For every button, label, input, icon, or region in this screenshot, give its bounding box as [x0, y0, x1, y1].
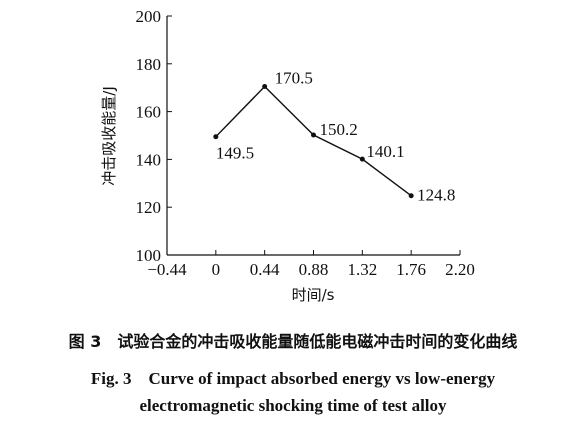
line-chart: 100 120 140 160 180 200 −0.44 0 0.44 0.88 1.32 1.76… [100, 7, 475, 304]
data-point [408, 193, 414, 199]
figure-caption-english-line2: electromagnetic shocking time of test al… [139, 396, 447, 415]
data-point [359, 156, 365, 162]
x-tick-label: −0.44 [147, 260, 187, 279]
x-tick-label: 0.88 [299, 260, 329, 279]
series-line [215, 85, 412, 197]
x-tick-label: 0 [212, 260, 221, 279]
chart-ticks: 100 120 140 160 180 200 −0.44 0 0.44 0.88 1.32 1.76… [136, 7, 475, 279]
data-point [311, 132, 316, 138]
x-axis-label: 时间/s [292, 286, 335, 304]
y-tick-label: 140 [136, 150, 162, 169]
data-label: 140.1 [366, 142, 404, 161]
y-tick-label: 180 [136, 55, 162, 74]
x-tick-label: 0.44 [250, 260, 280, 279]
figure-caption-english-line1: Fig. 3 Curve of impact absorbed energy v… [90, 369, 496, 388]
data-label: 170.5 [275, 69, 313, 88]
y-tick-label: 160 [136, 103, 162, 122]
data-label: 150.2 [320, 120, 358, 139]
data-point [262, 84, 268, 90]
x-tick-label: 1.76 [396, 260, 426, 279]
y-tick-label: 100 [136, 246, 162, 265]
figure-caption-chinese: 图 3 试验合金的冲击吸收能量随低能电磁冲击时间的变化曲线 [68, 332, 518, 351]
y-axis-label: 冲击吸收能量/J [100, 86, 118, 185]
y-tick-label: 120 [136, 198, 162, 217]
x-tick-label: 1.32 [347, 260, 377, 279]
data-label: 124.8 [417, 186, 455, 205]
chart-series: 149.5 170.5 150.2 140.1 124.8 [213, 69, 455, 205]
data-label: 149.5 [216, 144, 254, 163]
y-tick-label: 200 [136, 7, 162, 26]
data-point [213, 134, 219, 140]
x-tick-label: 2.20 [445, 260, 475, 279]
